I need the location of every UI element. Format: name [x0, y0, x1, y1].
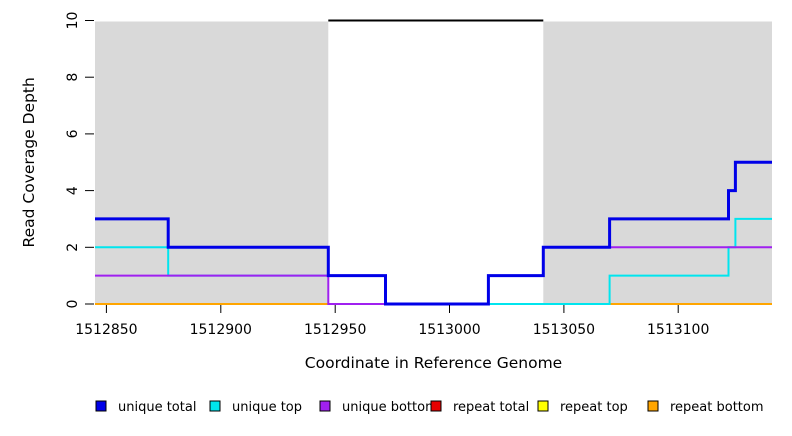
y-axis-tick-label: 10 [65, 12, 81, 30]
x-axis-tick-label: 1513050 [533, 322, 595, 338]
legend-swatch-repeat-top [537, 400, 549, 412]
legend-swatch-repeat-total [430, 400, 442, 412]
legend-swatch-unique-bottom [319, 400, 331, 412]
y-axis-tick-label: 4 [65, 186, 81, 195]
x-axis-tick-label: 1513100 [647, 322, 709, 338]
y-axis-tick-label: 0 [65, 300, 81, 309]
legend-label-unique-bottom: unique bottom [342, 400, 438, 415]
x-axis-tick-label: 1512900 [190, 322, 252, 338]
legend-swatch-unique-top [209, 400, 221, 412]
shaded-region-left [95, 21, 329, 304]
y-axis-tick-label: 8 [65, 73, 81, 82]
legend-swatch-unique-total [95, 400, 107, 412]
legend-label-repeat-bottom: repeat bottom [670, 400, 764, 415]
legend-label-repeat-top: repeat top [560, 400, 628, 415]
y-axis-tick-label: 6 [65, 129, 81, 138]
x-axis-tick-label: 1513000 [418, 322, 480, 338]
legend-label-repeat-total: repeat total [453, 400, 529, 415]
legend-swatch-repeat-bottom [647, 400, 659, 412]
series-line-unique-top [95, 217, 772, 305]
series-line-unique-total [95, 160, 772, 306]
legend-label-unique-total: unique total [118, 400, 196, 415]
x-axis-tick-label: 1512950 [304, 322, 366, 338]
x-axis-tick-label: 1512850 [75, 322, 137, 338]
shaded-region-right [543, 21, 772, 304]
x-axis-title: Coordinate in Reference Genome [305, 354, 562, 372]
legend-label-unique-top: unique top [232, 400, 302, 415]
y-axis-title: Read Coverage Depth [20, 77, 38, 247]
y-axis-tick-label: 2 [65, 243, 81, 252]
